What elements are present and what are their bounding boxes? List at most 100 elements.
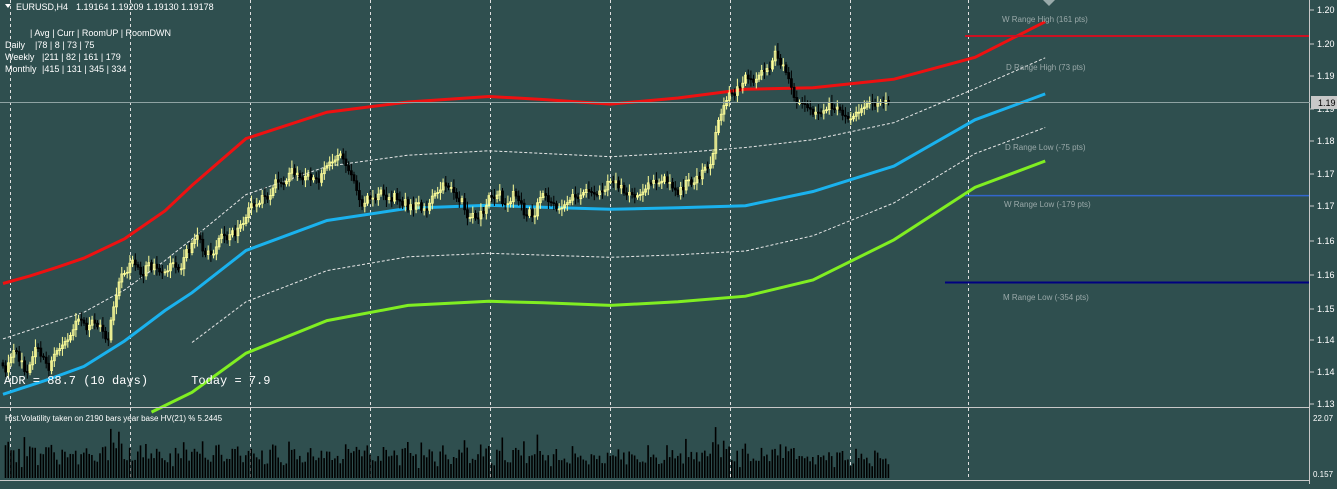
volatility-bar [353, 451, 355, 478]
volatility-bar [766, 454, 768, 478]
candle-body [322, 167, 326, 175]
volatility-bar [579, 455, 582, 478]
candle-body [174, 262, 178, 268]
candle-body [141, 273, 145, 277]
candle-body [460, 198, 464, 203]
volatility-bar [234, 449, 236, 478]
candle-body [374, 197, 378, 201]
price-axis-label: 1.16 [1317, 236, 1335, 246]
volatility-bar [47, 447, 50, 478]
volatility-bar [309, 448, 312, 478]
candle-body [93, 319, 97, 324]
volatility-bar [42, 454, 45, 478]
candle-body [144, 265, 148, 277]
volatility-bar [115, 448, 117, 478]
candle-body [760, 70, 764, 76]
candle-body [817, 111, 820, 114]
candle-body [438, 189, 442, 193]
candle-body [239, 224, 243, 229]
candle-body [117, 281, 121, 297]
volatility-bar [444, 454, 447, 478]
volatility-bar [207, 459, 209, 478]
volatility-bar [785, 446, 787, 478]
candle-body [727, 92, 731, 101]
volatility-bar [717, 444, 720, 478]
candle-body [633, 194, 637, 198]
candle-body [158, 267, 162, 273]
candle-body [487, 195, 491, 207]
candle-body [401, 200, 405, 206]
candle-body [366, 195, 369, 204]
candle-body [790, 78, 793, 88]
volatility-bar [849, 466, 852, 478]
chevron-down-icon[interactable] [5, 4, 11, 8]
volatility-bar [455, 458, 458, 478]
candle-body [55, 350, 59, 355]
volatility-bar [134, 459, 136, 478]
volatility-bar [123, 459, 126, 478]
volatility-bar [53, 452, 55, 478]
volatility-bar [679, 453, 682, 478]
volatility-bar [266, 463, 269, 478]
volatility-bar [409, 453, 412, 478]
candle-body [665, 176, 669, 184]
candle-body [571, 194, 575, 201]
volatility-bar [231, 448, 234, 478]
volatility-bar [290, 449, 293, 478]
volatility-bar [720, 457, 722, 478]
volatility-bar [263, 464, 266, 478]
volatility-bar [733, 461, 736, 478]
volatility-bar [174, 447, 177, 478]
volatility-bar [612, 455, 614, 478]
volatility-bar [722, 440, 725, 478]
volatility-bar [498, 450, 501, 478]
candle-body [268, 195, 272, 200]
candle-body [695, 175, 699, 184]
volatility-bar [839, 452, 841, 478]
candle-body [652, 179, 656, 184]
volatility-bar [407, 442, 409, 478]
volatility-bar [644, 462, 647, 478]
volatility-bar [7, 441, 9, 478]
volatility-bar [58, 464, 61, 478]
candle-body [352, 174, 356, 182]
volatility-bar [752, 458, 755, 478]
volatility-bar [199, 453, 201, 478]
candle-body [9, 356, 13, 364]
volatility-bar [304, 461, 306, 478]
chart-shift-marker[interactable] [1043, 0, 1055, 6]
price-axis-label: 1.20 [1317, 5, 1335, 15]
candle-body [444, 182, 448, 187]
candles [1, 43, 890, 380]
candle-body [655, 179, 658, 184]
candle-body [722, 105, 726, 115]
candle-body [328, 161, 332, 166]
candle-body [241, 223, 245, 225]
candle-body [160, 271, 164, 274]
candle-body [209, 250, 213, 255]
volatility-bar [447, 459, 450, 478]
volatility-bar [539, 451, 541, 478]
candle-body [252, 203, 256, 207]
candle-body [371, 197, 375, 200]
candle-body [833, 108, 836, 111]
candle-body [557, 208, 561, 211]
candle-body [390, 197, 394, 202]
candle-body [641, 191, 645, 195]
volatility-bar [77, 464, 80, 478]
candle-body [482, 210, 486, 214]
volatility-bar [668, 457, 671, 478]
candle-body [703, 166, 707, 171]
candle-body [714, 132, 718, 154]
candle-body [622, 184, 626, 194]
candle-body [779, 57, 782, 66]
candle-body [222, 233, 226, 237]
candle-body [846, 115, 850, 120]
candle-body [538, 197, 542, 204]
volatility-bar [852, 463, 855, 478]
candle-body [20, 360, 24, 363]
candle-body [185, 249, 189, 259]
candle-body [106, 338, 110, 341]
candle-body [517, 195, 521, 202]
candle-body [746, 74, 750, 80]
